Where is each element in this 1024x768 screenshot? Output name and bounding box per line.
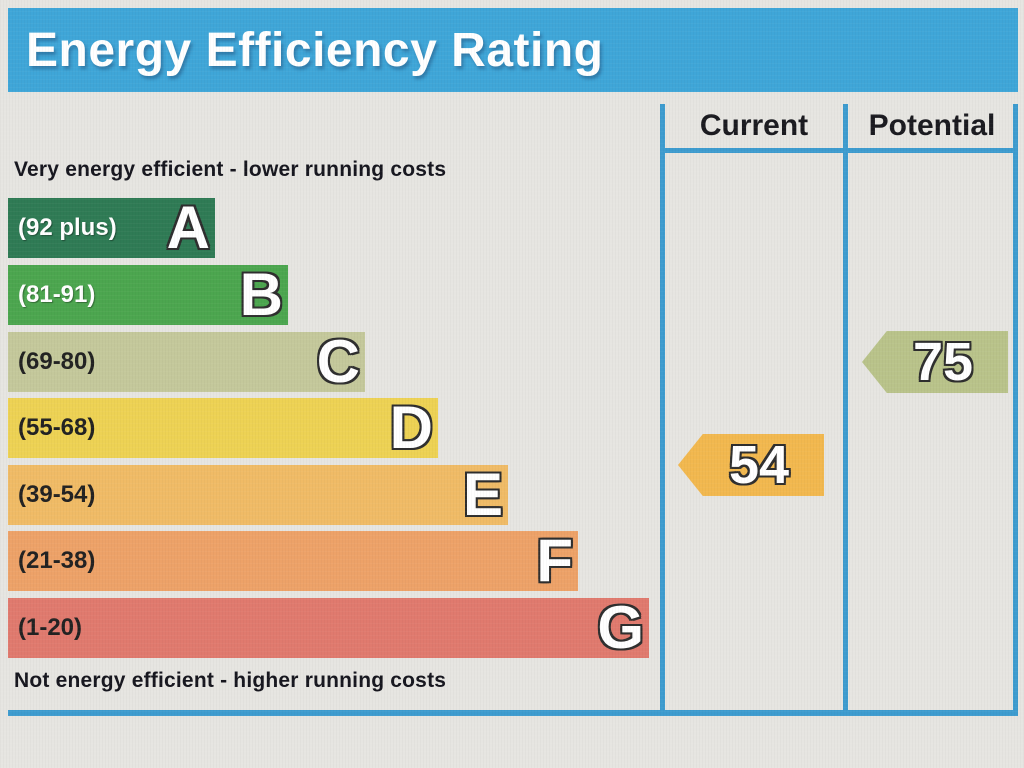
band-e-range: (39-54)	[18, 481, 96, 508]
band-g-bar: (1-20) G	[8, 598, 649, 658]
band-f-letter: F	[536, 527, 573, 594]
band-b-letter: B	[239, 261, 283, 328]
divider-right-edge	[1013, 104, 1018, 710]
band-f-range: (21-38)	[18, 547, 96, 574]
title-bar: Energy Efficiency Rating	[8, 8, 1018, 92]
bottom-note: Not energy efficient - higher running co…	[14, 669, 447, 692]
potential-rating-value: 75	[912, 332, 974, 392]
band-a-range: (92 plus)	[18, 214, 117, 241]
band-d-bar: (55-68) D	[8, 398, 438, 458]
header-underline	[660, 148, 1018, 153]
page-title: Energy Efficiency Rating	[26, 23, 604, 77]
band-c-bar: (69-80) C	[8, 332, 365, 392]
band-b-bar: (81-91) B	[8, 265, 288, 325]
band-a-bar: (92 plus) A	[8, 198, 215, 258]
chart-bottom-line	[8, 710, 1018, 716]
band-g-range: (1-20)	[18, 614, 83, 641]
band-g-letter: G	[597, 594, 644, 661]
band-c-letter: C	[316, 328, 360, 395]
current-rating-value: 54	[728, 435, 790, 495]
band-b-range: (81-91)	[18, 281, 96, 308]
band-c-range: (69-80)	[18, 348, 96, 375]
band-e-bar: (39-54) E	[8, 465, 508, 525]
current-rating-arrow: 54	[678, 434, 824, 496]
top-note: Very energy efficient - lower running co…	[14, 158, 447, 181]
potential-rating-arrow: 75	[862, 331, 1008, 393]
band-d-letter: D	[389, 394, 433, 461]
divider-current-potential	[843, 104, 848, 710]
band-e-letter: E	[462, 461, 503, 528]
column-header-potential: Potential	[868, 109, 996, 142]
column-header-current: Current	[699, 109, 809, 142]
band-a-letter: A	[166, 194, 210, 261]
band-d-range: (55-68)	[18, 414, 96, 441]
divider-left-current	[660, 104, 665, 710]
band-f-bar: (21-38) F	[8, 531, 578, 591]
